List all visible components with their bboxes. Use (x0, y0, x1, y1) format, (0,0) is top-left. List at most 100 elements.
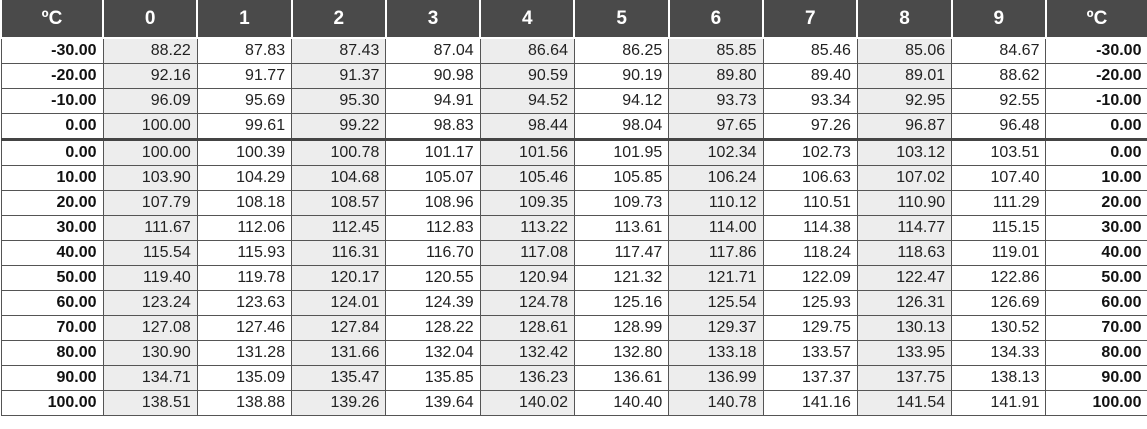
row-temp-right: -20.00 (1045, 63, 1147, 89)
value-cell: 139.26 (291, 390, 387, 416)
value-cell: 93.73 (668, 88, 764, 114)
value-cell: 87.04 (385, 37, 481, 64)
value-cell: 140.40 (573, 390, 670, 416)
value-cell: 127.46 (196, 315, 293, 341)
value-cell: 102.73 (762, 138, 858, 166)
row-temp-right: 70.00 (1045, 315, 1147, 341)
value-cell: 122.09 (762, 265, 858, 291)
value-cell: 114.77 (856, 215, 953, 241)
value-cell: 88.62 (951, 63, 1047, 89)
value-cell: 85.46 (762, 37, 858, 64)
value-cell: 126.31 (856, 290, 953, 316)
value-cell: 113.61 (573, 215, 670, 241)
table-row: 90.00 134.71 135.09 135.47 135.85 136.23 136.6… (0, 365, 1147, 391)
value-cell: 86.64 (479, 37, 575, 64)
value-cell: 140.02 (479, 390, 575, 416)
value-cell: 129.37 (668, 315, 764, 341)
header-cell-digit-4: 4 (479, 0, 576, 39)
value-cell: 118.63 (856, 240, 953, 266)
value-cell: 105.07 (385, 165, 481, 191)
value-cell: 92.55 (951, 88, 1047, 114)
header-cell-temp-right: ºC (1044, 0, 1147, 39)
row-temp-left: -30.00 (0, 37, 104, 64)
value-cell: 141.91 (951, 390, 1047, 416)
value-cell: 98.04 (573, 113, 670, 140)
value-cell: 104.68 (291, 165, 387, 191)
value-cell: 94.52 (479, 88, 575, 114)
value-cell: 131.66 (291, 340, 387, 366)
value-cell: 90.59 (479, 63, 575, 89)
row-temp-left: 80.00 (0, 340, 104, 366)
value-cell: 96.48 (951, 113, 1047, 140)
value-cell: 132.04 (385, 340, 481, 366)
value-cell: 128.99 (573, 315, 670, 341)
value-cell: 107.79 (102, 190, 198, 216)
value-cell: 120.55 (385, 265, 481, 291)
value-cell: 123.63 (196, 290, 293, 316)
value-cell: 99.22 (291, 113, 387, 140)
value-cell: 135.47 (291, 365, 387, 391)
value-cell: 99.61 (196, 113, 293, 140)
value-cell: 94.12 (573, 88, 670, 114)
value-cell: 100.39 (196, 138, 293, 166)
row-temp-right: 10.00 (1045, 165, 1147, 191)
value-cell: 112.06 (196, 215, 293, 241)
value-cell: 101.56 (479, 138, 575, 166)
value-cell: 114.00 (668, 215, 764, 241)
value-cell: 136.61 (573, 365, 670, 391)
value-cell: 137.37 (762, 365, 858, 391)
row-temp-right: 0.00 (1045, 138, 1147, 166)
row-temp-right: 50.00 (1045, 265, 1147, 291)
row-temp-left: 60.00 (0, 290, 104, 316)
value-cell: 91.77 (196, 63, 293, 89)
value-cell: 111.67 (102, 215, 198, 241)
row-temp-left: 50.00 (0, 265, 104, 291)
header-row: ºC 0 1 2 3 4 5 6 7 8 9 ºC (0, 0, 1147, 39)
value-cell: 112.45 (291, 215, 387, 241)
value-cell: 85.06 (856, 37, 953, 64)
header-cell-digit-0: 0 (101, 0, 199, 39)
table-row: 30.00 111.67 112.06 112.45 112.83 113.22 113.6… (0, 215, 1147, 241)
value-cell: 104.29 (196, 165, 293, 191)
table-row: 80.00 130.90 131.28 131.66 132.04 132.42 132.8… (0, 340, 1147, 366)
table-row: 20.00 107.79 108.18 108.57 108.96 109.35 109.7… (0, 190, 1147, 216)
row-temp-left: 0.00 (0, 138, 104, 166)
value-cell: 103.90 (102, 165, 198, 191)
value-cell: 93.34 (762, 88, 858, 114)
value-cell: 123.24 (102, 290, 198, 316)
value-cell: 91.37 (291, 63, 387, 89)
value-cell: 88.22 (102, 37, 198, 64)
row-temp-left: 100.00 (0, 390, 104, 416)
value-cell: 132.42 (479, 340, 575, 366)
row-temp-left: 10.00 (0, 165, 104, 191)
value-cell: 106.24 (668, 165, 764, 191)
value-cell: 102.34 (668, 138, 764, 166)
value-cell: 108.96 (385, 190, 481, 216)
value-cell: 105.46 (479, 165, 575, 191)
value-cell: 118.24 (762, 240, 858, 266)
table-row: 10.00 103.90 104.29 104.68 105.07 105.46 105.8… (0, 165, 1147, 191)
value-cell: 129.75 (762, 315, 858, 341)
value-cell: 103.51 (951, 138, 1047, 166)
value-cell: 132.80 (573, 340, 670, 366)
value-cell: 95.30 (291, 88, 387, 114)
value-cell: 115.54 (102, 240, 198, 266)
header-cell-digit-5: 5 (573, 0, 670, 39)
value-cell: 117.08 (479, 240, 575, 266)
row-temp-left: 70.00 (0, 315, 104, 341)
value-cell: 106.63 (762, 165, 858, 191)
value-cell: 110.12 (668, 190, 764, 216)
value-cell: 116.31 (291, 240, 387, 266)
value-cell: 96.09 (102, 88, 198, 114)
value-cell: 107.40 (951, 165, 1047, 191)
value-cell: 138.51 (102, 390, 198, 416)
table-row: -20.00 92.16 91.77 91.37 90.98 90.59 90.19 89.8… (0, 63, 1147, 89)
value-cell: 128.61 (479, 315, 575, 341)
value-cell: 98.44 (479, 113, 575, 140)
value-cell: 137.75 (856, 365, 953, 391)
value-cell: 108.57 (291, 190, 387, 216)
value-cell: 97.26 (762, 113, 858, 140)
value-cell: 92.95 (856, 88, 953, 114)
row-temp-right: -10.00 (1045, 88, 1147, 114)
value-cell: 89.80 (668, 63, 764, 89)
